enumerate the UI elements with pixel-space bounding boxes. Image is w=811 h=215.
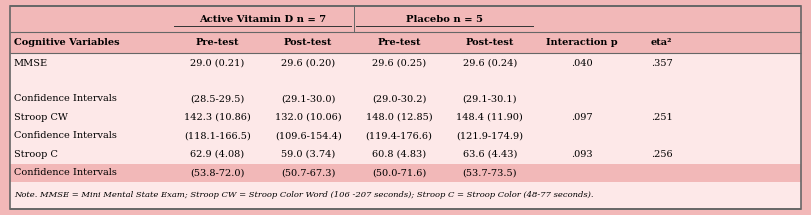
Text: .040: .040 [571,58,593,68]
Text: .357: .357 [651,58,672,68]
Text: Confidence Intervals: Confidence Intervals [14,168,117,177]
Text: Confidence Intervals: Confidence Intervals [14,131,117,140]
Text: 29.0 (0.21): 29.0 (0.21) [191,58,244,68]
Text: (29.1-30.1): (29.1-30.1) [462,94,517,103]
Text: MMSE: MMSE [14,58,48,68]
Text: (121.9-174.9): (121.9-174.9) [457,131,523,140]
Text: (119.4-176.6): (119.4-176.6) [366,131,432,140]
Text: Placebo n = 5: Placebo n = 5 [406,15,483,24]
Text: (29.0-30.2): (29.0-30.2) [371,94,427,103]
Text: (50.7-67.3): (50.7-67.3) [281,168,336,177]
Text: 29.6 (0.24): 29.6 (0.24) [463,58,517,68]
Text: 62.9 (4.08): 62.9 (4.08) [191,150,244,159]
Text: .251: .251 [651,113,672,122]
Text: Post-test: Post-test [284,38,333,47]
Text: 142.3 (10.86): 142.3 (10.86) [184,113,251,122]
Text: Pre-test: Pre-test [195,38,239,47]
Text: Cognitive Variables: Cognitive Variables [14,38,119,47]
Text: (53.7-73.5): (53.7-73.5) [462,168,517,177]
Text: 148.0 (12.85): 148.0 (12.85) [366,113,432,122]
Text: 63.6 (4.43): 63.6 (4.43) [462,150,517,159]
Text: Note. MMSE = Mini Mental State Exam; Stroop CW = Stroop Color Word (106 -207 sec: Note. MMSE = Mini Mental State Exam; Str… [14,191,594,199]
Text: .256: .256 [651,150,672,159]
Text: Stroop CW: Stroop CW [14,113,67,122]
Text: Active Vitamin D n = 7: Active Vitamin D n = 7 [200,15,326,24]
Text: 59.0 (3.74): 59.0 (3.74) [281,150,335,159]
Bar [10,32,801,53]
Text: (118.1-166.5): (118.1-166.5) [184,131,251,140]
Text: (50.0-71.6): (50.0-71.6) [372,168,426,177]
Text: Pre-test: Pre-test [377,38,421,47]
Text: (29.1-30.0): (29.1-30.0) [281,94,336,103]
Text: (28.5-29.5): (28.5-29.5) [191,94,244,103]
Text: 29.6 (0.25): 29.6 (0.25) [372,58,426,68]
Text: 148.4 (11.90): 148.4 (11.90) [457,113,523,122]
Text: .093: .093 [571,150,593,159]
Text: 29.6 (0.20): 29.6 (0.20) [281,58,335,68]
Text: (53.8-72.0): (53.8-72.0) [190,168,245,177]
Text: Interaction p: Interaction p [546,38,618,47]
Text: eta²: eta² [651,38,672,47]
Text: Confidence Intervals: Confidence Intervals [14,94,117,103]
Text: 60.8 (4.83): 60.8 (4.83) [372,150,426,159]
Text: .097: .097 [571,113,593,122]
Text: 132.0 (10.06): 132.0 (10.06) [275,113,341,122]
Bar [10,6,801,32]
Text: (109.6-154.4): (109.6-154.4) [275,131,341,140]
Text: Stroop C: Stroop C [14,150,58,159]
Text: Post-test: Post-test [466,38,514,47]
Bar [10,164,801,182]
